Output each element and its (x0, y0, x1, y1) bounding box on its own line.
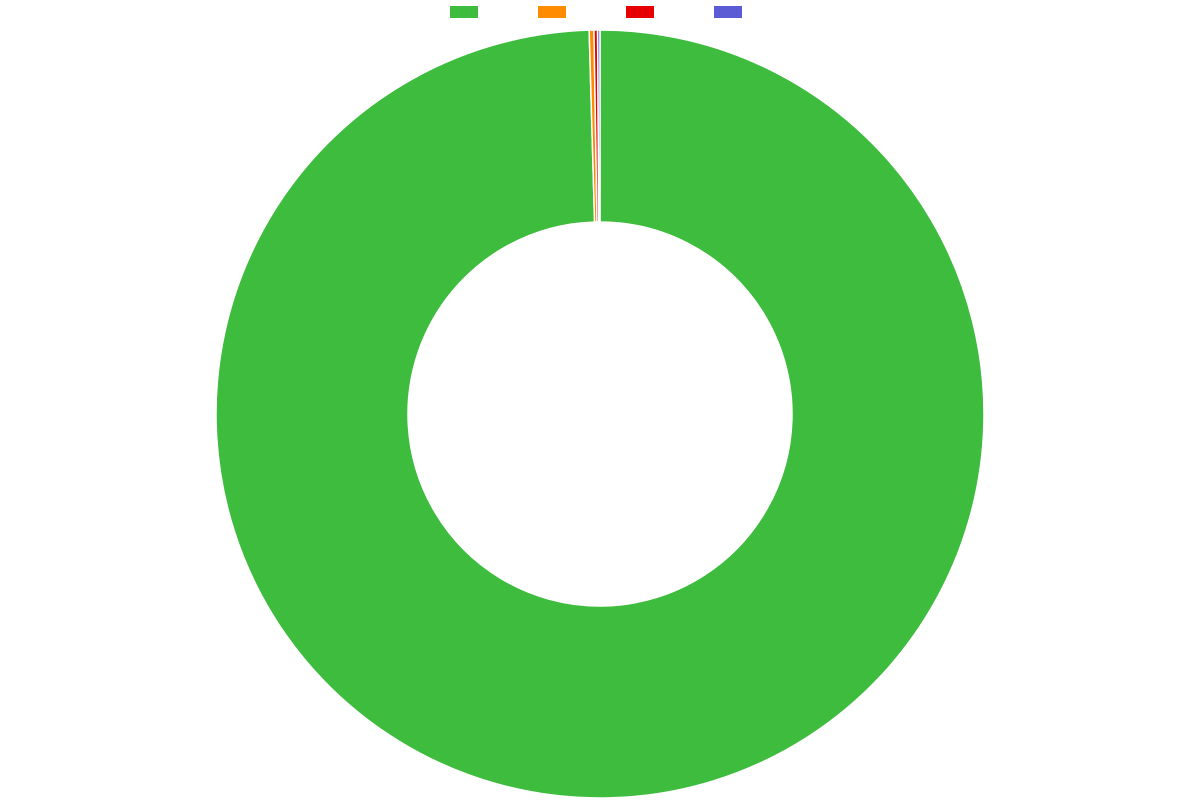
donut-chart (0, 0, 1200, 800)
donut-svg (0, 0, 1200, 800)
donut-slice (598, 30, 600, 222)
chart-stage (0, 0, 1200, 800)
